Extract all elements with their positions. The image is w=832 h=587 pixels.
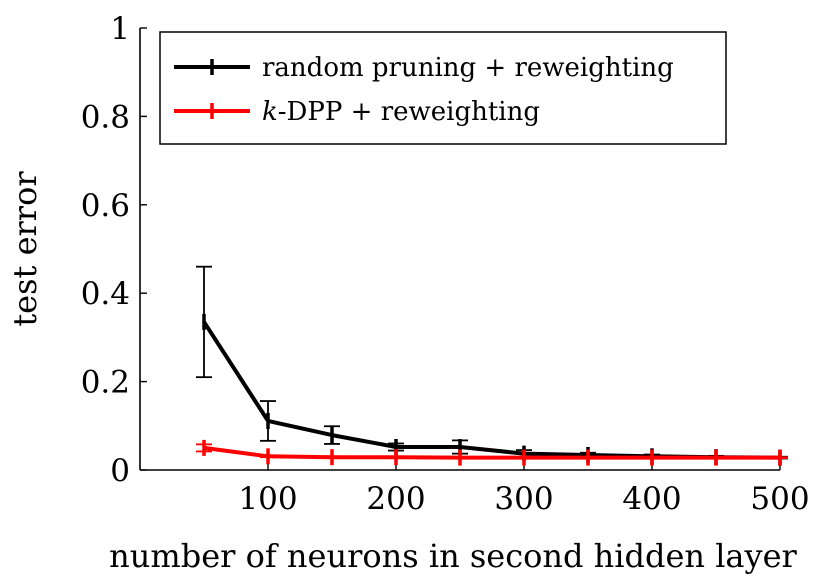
series-line [203,445,780,460]
legend-label: random pruning + reweighting [262,53,674,83]
y-tick-label: 0.6 [81,188,130,224]
legend-label-text: -DPP + reweighting [278,97,540,127]
legend-entry-2: k-DPP + reweighting [174,97,540,127]
y-tick-label: 1 [110,11,130,47]
axes [139,28,780,471]
x-tick-label: 100 [238,481,297,517]
legend: random pruning + reweighting k-DPP + rewe… [159,31,727,145]
series-1 [196,265,788,466]
legend-entry-1: random pruning + reweighting [174,53,674,83]
y-axis-label: test error [6,171,44,327]
series-layer [196,265,788,466]
legend-label-text: random pruning + reweighting [262,53,674,83]
y-tick-label: 0.8 [81,99,130,135]
y-tick-label: 0.4 [81,276,130,312]
legend-label: k-DPP + reweighting [262,97,540,127]
legend-box [159,31,727,145]
x-tick-label: 300 [494,481,553,517]
x-tick-label: 500 [750,481,809,517]
y-ticks: 0 0.2 0.4 0.6 0.8 1 [81,11,147,489]
series-2 [196,439,788,466]
y-tick-label: 0.2 [81,365,130,401]
legend-label-math: k [262,97,278,127]
x-tick-label: 200 [366,481,425,517]
series-line [202,320,781,460]
x-axis-label: number of neurons in second hidden layer [109,537,797,575]
x-ticks: 100 200 300 400 500 [238,463,810,517]
x-tick-label: 400 [622,481,681,517]
y-tick-label: 0 [110,453,130,489]
